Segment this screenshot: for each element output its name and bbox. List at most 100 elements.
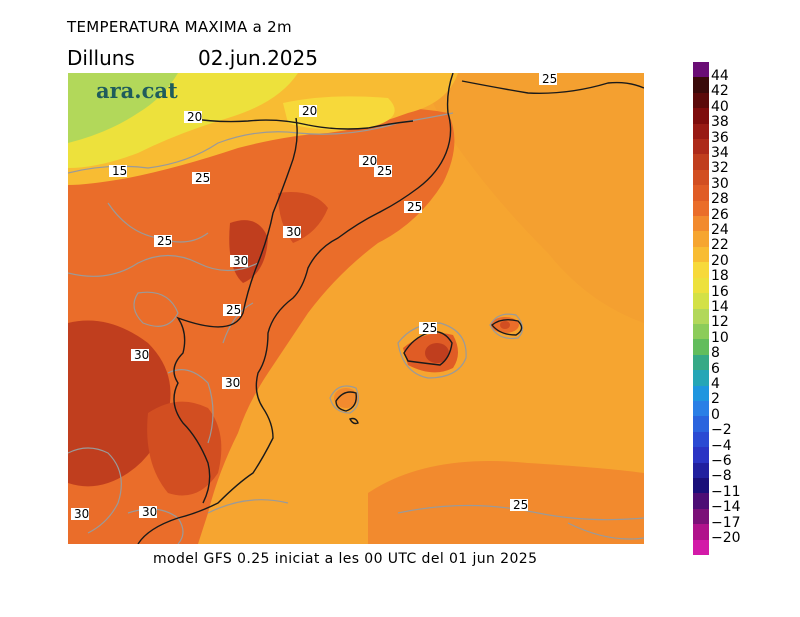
color-swatch [693,462,709,478]
color-swatch [693,185,709,201]
svg-text:30: 30 [286,225,301,239]
color-swatch [693,123,709,140]
scale-tick-label: −17 [711,514,741,531]
scale-tick-label: −11 [711,483,741,500]
svg-text:25: 25 [542,73,557,86]
weekday-label: Dilluns [67,46,135,70]
cold-area-andorra [283,96,395,130]
color-swatch [693,77,709,93]
scale-tick-label: −14 [711,499,741,516]
color-swatch [693,62,709,78]
island-menorca-hot [500,321,510,329]
island-mallorca-hot [425,343,449,363]
scale-tick-label: 6 [711,360,720,377]
color-swatch [693,524,709,540]
color-swatch [693,400,709,417]
model-run-caption: model GFS 0.25 iniciat a les 00 UTC del … [153,551,538,567]
contour-label: 20 [299,104,317,118]
svg-text:30: 30 [74,507,89,521]
svg-text:25: 25 [422,321,437,335]
svg-text:20: 20 [187,110,202,124]
color-swatch [693,293,709,309]
color-swatch [693,385,709,401]
color-swatch [693,169,709,186]
color-swatch [693,108,709,124]
sea-field-south [368,461,644,544]
color-swatch [693,262,709,278]
svg-text:30: 30 [142,505,157,519]
contour-label: 30 [222,376,240,390]
contour-label: 20 [184,110,202,124]
scale-tick-label: 18 [711,268,729,285]
svg-text:30: 30 [233,254,248,268]
scale-tick-label: 12 [711,314,729,331]
scale-tick-label: 34 [711,145,729,161]
contour-label: 25 [404,200,422,214]
contour-label: 30 [283,225,301,239]
ara-cat-logo: ara.cat [96,78,178,103]
isotherms [68,112,644,544]
color-swatch [693,370,709,386]
scale-tick-label: 30 [711,175,729,192]
scale-tick-label: 26 [711,206,729,223]
color-swatch [693,308,709,324]
scale-tick-label: 24 [711,222,729,238]
color-swatch [693,339,709,355]
hot-area-ebro [229,220,268,283]
hot-area-west [68,320,171,487]
scale-tick-label: 28 [711,191,729,208]
svg-text:20: 20 [302,104,317,118]
svg-text:25: 25 [157,234,172,248]
contour-label: 15 [109,164,127,178]
scale-tick-label: −2 [711,422,732,439]
color-swatch [693,323,709,340]
color-swatch [693,354,709,371]
coastline [137,73,644,544]
contour-label: 30 [230,254,248,268]
color-swatch [693,477,709,494]
contour-label: 25 [154,234,172,248]
svg-text:15: 15 [112,164,127,178]
scale-tick-label: 44 [711,68,729,84]
svg-text:25: 25 [226,303,241,317]
color-swatch [693,493,709,509]
scale-tick-label: 16 [711,283,729,300]
sea-field-east [418,73,644,323]
scale-tick-label: −4 [711,437,732,454]
color-swatch [693,431,709,448]
coldest-area [68,73,178,143]
color-swatch [693,231,709,247]
contour-label: 25 [192,171,210,185]
scale-tick-label: 0 [711,406,720,423]
color-swatch [693,447,709,463]
color-swatch [693,200,709,217]
contour-label: 25 [510,498,528,512]
contour-label: 25 [539,73,557,86]
scale-tick-label: −8 [711,468,732,485]
contour-labels: 25 20 20 20 25 15 25 25 30 25 30 25 25 3… [71,73,557,521]
color-swatch [693,539,709,555]
svg-text:25: 25 [195,171,210,185]
scale-tick-label: 14 [711,299,729,315]
color-swatch [693,216,709,232]
scale-tick-label: 2 [711,391,720,408]
map-canvas: 25 20 20 20 25 15 25 25 30 25 30 25 25 3… [68,73,644,544]
svg-text:30: 30 [134,348,149,362]
color-swatch [693,508,709,525]
contour-label: 30 [131,348,149,362]
scale-tick-label: 10 [711,329,729,346]
map-title: TEMPERATURA MAXIMA a 2m [67,18,292,36]
contour-label: 25 [223,303,241,317]
contour-label: 30 [71,507,89,521]
color-swatch [693,139,709,155]
scale-tick-label: 38 [711,114,729,131]
scale-tick-label: −6 [711,453,732,469]
scale-tick-label: 20 [711,252,729,269]
svg-text:25: 25 [407,200,422,214]
scale-tick-label: 32 [711,160,729,177]
hot-area-south [147,401,222,496]
color-swatch [693,154,709,170]
temperature-map: 25 20 20 20 25 15 25 25 30 25 30 25 25 3… [68,73,644,544]
color-swatch [693,277,709,294]
contour-label: 30 [139,505,157,519]
